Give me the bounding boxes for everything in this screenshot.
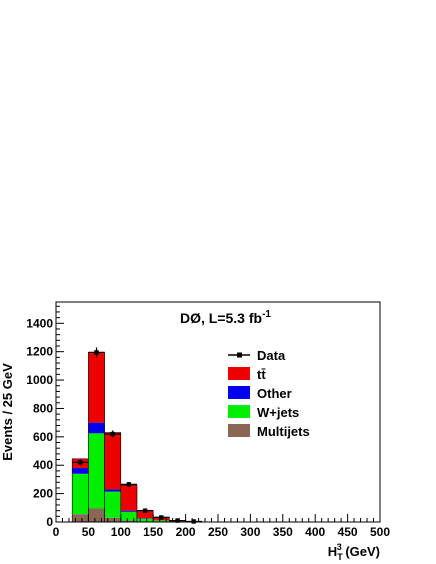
y-tick-label-1400: 1400 [26,316,53,330]
bar-wjets-0 [72,473,89,515]
y-tick-label-200: 200 [33,487,53,501]
bar-wjets-2 [104,491,121,518]
legend-marker-data [237,352,242,358]
y-tick-label-1000: 1000 [26,373,53,387]
bar-layer [71,352,203,523]
bar-tt-3 [120,485,137,511]
x-label-sup: 3 [337,542,342,552]
data-point-7 [191,519,196,524]
data-point-2 [110,431,115,437]
x-label-main: H [328,544,337,559]
bar-wjets-1 [88,433,105,509]
x-label-sub: T [337,552,343,562]
bar-other-3 [120,510,137,512]
x-tick-label-0: 0 [53,525,60,539]
legend-swatch-multijets [228,424,250,437]
x-tick-label-350: 350 [273,525,293,539]
annotation-main: DØ, L=5.3 fb [180,310,262,326]
bar-multijets-0 [72,514,89,522]
y-tick-label-400: 400 [33,458,53,472]
y-axis: 0 200 400 600 800 1000 1200 1400 [26,305,64,529]
legend-swatch-other [228,386,250,399]
bar-other-2 [104,489,121,492]
x-tick-label-250: 250 [208,525,228,539]
x-tick-label-100: 100 [111,525,131,539]
legend-label-wjets: W+jets [257,405,299,420]
x-tick-label-500: 500 [370,525,390,539]
bar-tt-1 [88,352,105,423]
legend-label-tt: tt̄ [257,367,266,382]
bar-tt-4 [137,510,154,519]
x-label-unit: (GeV) [342,544,380,559]
data-point-1 [94,350,99,355]
bar-tt-2 [104,432,121,490]
data-points-layer [72,347,202,524]
bar-other-0 [72,468,89,474]
legend-label-multijets: Multijets [257,424,310,439]
annotation-sup: -1 [262,309,271,320]
y-tick-label-800: 800 [33,401,53,415]
data-point-6 [175,518,180,523]
x-axis: 0 50 100 150 200 250 300 350 400 450 500 [53,514,390,539]
data-point-4 [142,508,148,513]
legend-label-other: Other [257,386,292,401]
energy-annotation: DØ, L=5.3 fb-1 [180,309,271,326]
data-point-0 [78,460,83,465]
y-tick-label-600: 600 [33,430,53,444]
x-tick-label-150: 150 [143,525,163,539]
x-tick-label-450: 450 [338,525,358,539]
legend-swatch-wjets [228,405,250,418]
data-point-5 [159,515,164,520]
legend: Data tt̄ Other W+jets Multijets [228,348,310,439]
bar-wjets-3 [120,511,137,521]
bar-multijets-3 [120,520,137,522]
x-tick-label-200: 200 [176,525,196,539]
bar-wjets-4 [137,518,154,522]
bar-wjets-5 [153,520,170,522]
x-tick-label-50: 50 [82,525,96,539]
data-point-3 [126,482,132,487]
x-tick-label-300: 300 [240,525,260,539]
y-tick-label-0: 0 [46,515,53,529]
x-axis-label: HT3 (GeV) [328,542,380,562]
y-axis-label: Events / 25 GeV [0,363,15,461]
x-tick-label-400: 400 [305,525,325,539]
legend-swatch-tt [228,367,250,380]
y-tick-label-1200: 1200 [26,345,53,359]
bar-other-1 [88,422,105,434]
bar-multijets-2 [104,517,121,522]
legend-label-data: Data [257,348,286,363]
bar-multijets-1 [88,508,105,522]
